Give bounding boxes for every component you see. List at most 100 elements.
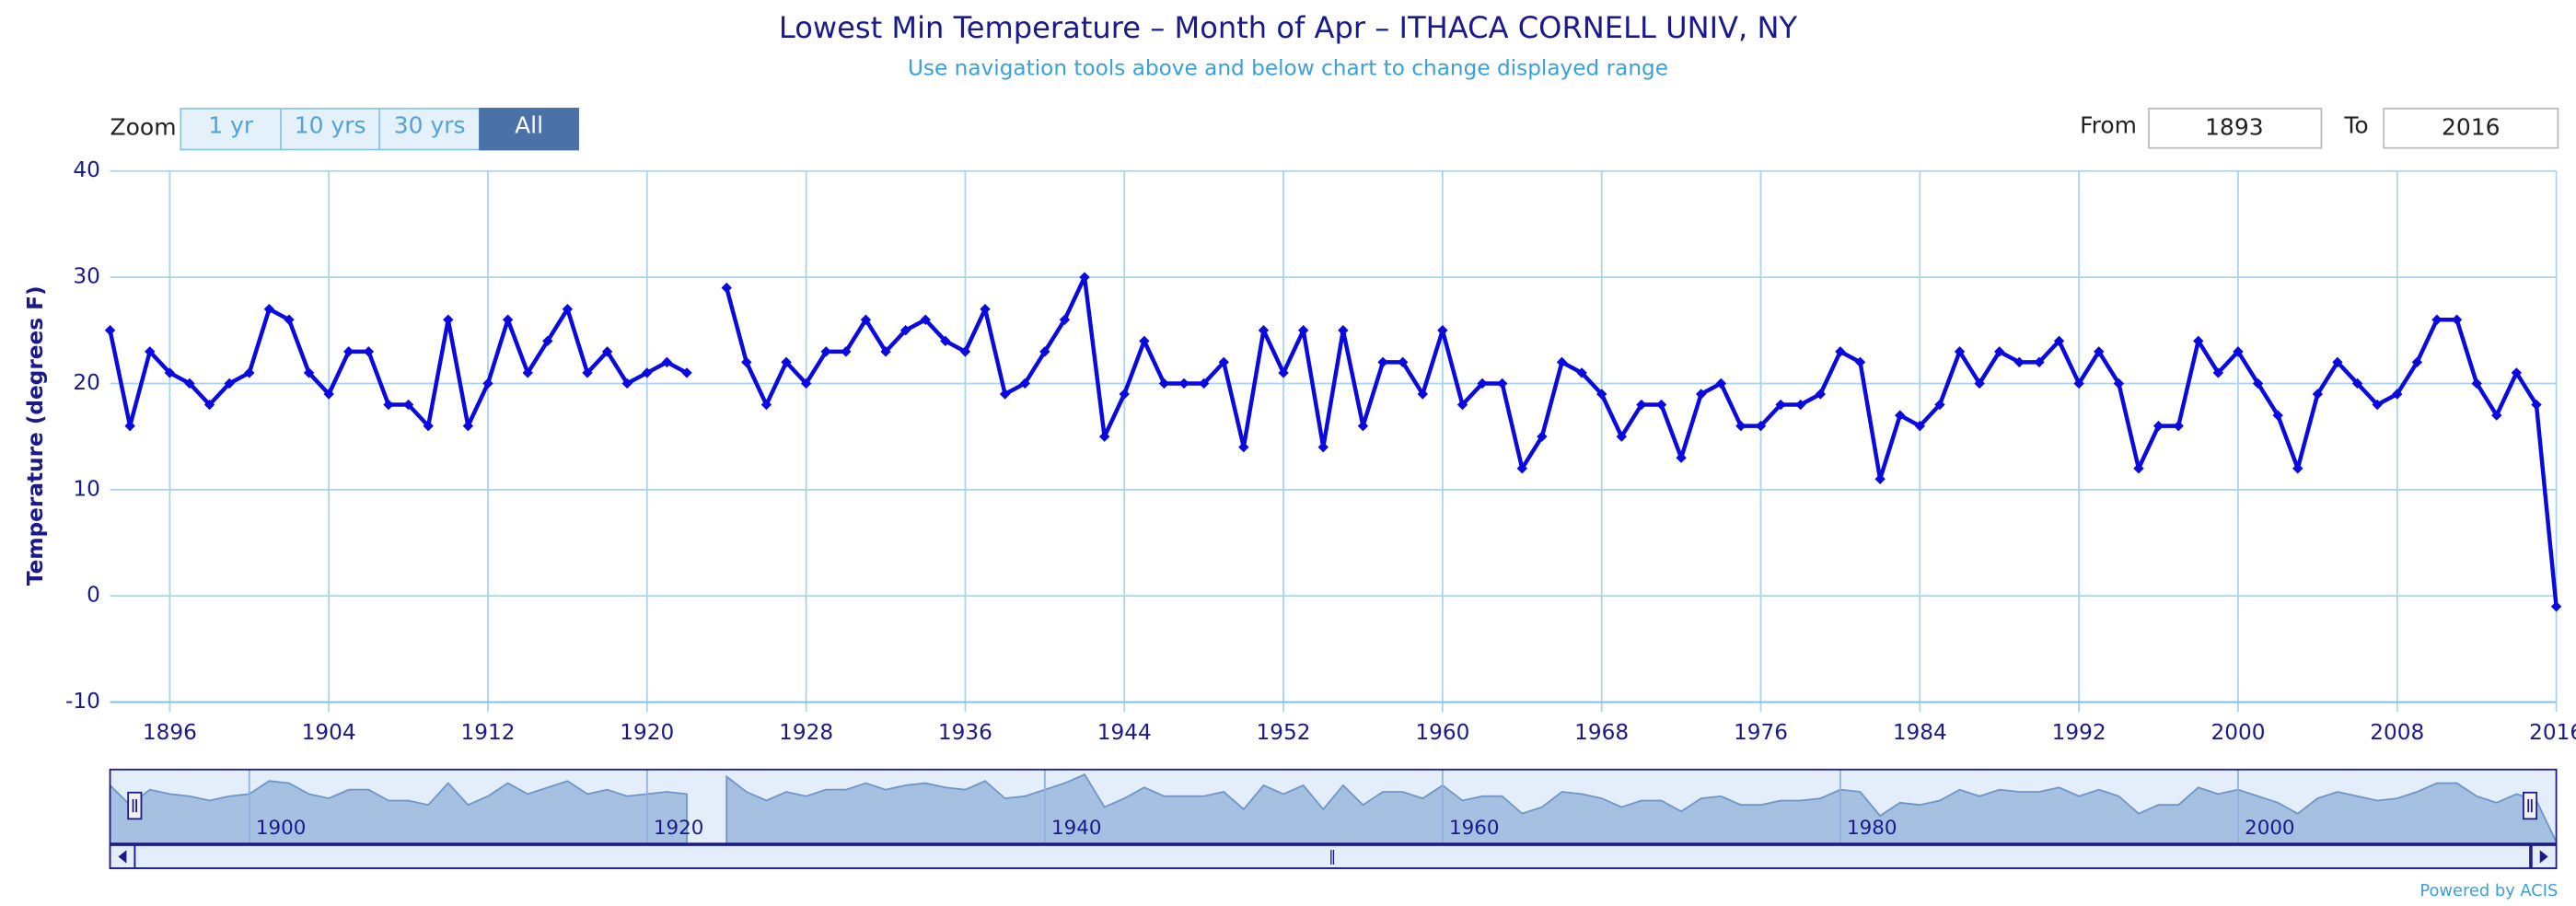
from-value: 1893	[2205, 113, 2264, 140]
data-point	[2034, 356, 2045, 368]
x-tick-label: 2008	[2370, 720, 2424, 745]
navigator-tick-label: 1960	[1449, 817, 1499, 840]
chart-subtitle: Use navigation tools above and below cha…	[908, 55, 1668, 80]
data-point	[1835, 346, 1846, 357]
chart-title: Lowest Min Temperature – Month of Apr – …	[779, 10, 1798, 45]
data-point	[104, 325, 116, 336]
data-line	[108, 274, 2559, 607]
data-point	[2272, 410, 2283, 421]
x-tick-label: 1952	[1257, 720, 1311, 745]
data-point	[1516, 463, 1527, 474]
data-point	[1616, 431, 1628, 442]
data-point	[1795, 399, 1806, 411]
data-point	[1039, 346, 1050, 357]
data-point	[1755, 420, 1767, 432]
scrollbar-thumb[interactable]	[133, 844, 2531, 869]
credit: Powered by ACIS	[2419, 881, 2558, 900]
x-tick-label: 1928	[779, 720, 833, 745]
data-point	[1297, 325, 1309, 336]
scroll-left[interactable]	[109, 844, 136, 869]
data-point	[2332, 356, 2343, 368]
zoom-button-label: 10 yrs	[295, 112, 366, 139]
navigator-handle[interactable]	[2523, 791, 2538, 820]
data-point	[1198, 378, 1210, 389]
data-point	[1417, 389, 1428, 400]
data-point	[323, 389, 334, 400]
data-point	[1338, 325, 1349, 336]
data-point	[1178, 378, 1189, 389]
data-point	[443, 314, 454, 325]
data-point	[462, 420, 474, 432]
data-point	[383, 399, 394, 411]
x-tick-label: 1920	[620, 720, 674, 745]
data-point	[1496, 378, 1508, 389]
x-tick-label: 2000	[2210, 720, 2265, 745]
data-point	[781, 356, 792, 368]
data-point	[1556, 356, 1568, 368]
zoom-button[interactable]	[378, 107, 481, 151]
from-input[interactable]	[2148, 107, 2323, 149]
from-label: From	[2080, 112, 2137, 139]
data-point	[562, 303, 574, 315]
navigator-area	[109, 780, 688, 845]
x-tick-label: 1992	[2052, 720, 2106, 745]
data-point	[980, 303, 991, 315]
to-input[interactable]	[2383, 107, 2559, 149]
data-point	[2233, 346, 2244, 357]
to-label: To	[2343, 112, 2368, 139]
data-point	[1854, 356, 1866, 368]
x-tick-label: 1976	[1734, 720, 1788, 745]
data-point	[402, 399, 414, 411]
zoom-label: Zoom	[110, 113, 177, 140]
data-point	[423, 420, 434, 432]
data-point	[1636, 399, 1647, 411]
y-tick-label: 10	[73, 476, 100, 501]
data-point	[502, 314, 514, 325]
data-point	[244, 367, 255, 378]
x-tick-label: 1904	[302, 720, 356, 745]
data-point	[363, 346, 375, 357]
navigator-area	[725, 773, 2558, 845]
data-point	[1238, 441, 1249, 453]
data-point	[1158, 378, 1170, 389]
y-tick-label: 40	[73, 157, 100, 182]
data-point	[2073, 378, 2084, 389]
data-point	[2550, 601, 2562, 612]
data-point	[841, 346, 852, 357]
zoom-button-label: All	[515, 112, 543, 139]
data-point	[2471, 378, 2482, 389]
data-point	[124, 420, 135, 432]
zoom-button[interactable]	[180, 107, 283, 151]
data-point	[1994, 346, 2005, 357]
data-point	[1218, 356, 1229, 368]
scrollbar-grip: ‖	[1329, 847, 1336, 865]
data-point	[2511, 367, 2523, 378]
data-point	[940, 335, 951, 347]
data-point	[1576, 367, 1587, 378]
data-point	[1098, 431, 1110, 442]
data-point	[681, 367, 692, 378]
data-point	[2372, 399, 2383, 411]
data-point	[1377, 356, 1388, 368]
data-point	[164, 367, 176, 378]
data-point	[721, 282, 732, 294]
navigator-tick-label: 1940	[1051, 817, 1101, 840]
data-point	[1934, 399, 1945, 411]
data-point	[1775, 399, 1786, 411]
zoom-button[interactable]	[479, 107, 580, 151]
data-point	[1258, 325, 1270, 336]
data-point	[2411, 356, 2423, 368]
navigator-handle[interactable]	[127, 791, 143, 820]
data-point	[2053, 335, 2065, 347]
navigator-tick-label: 1920	[654, 817, 703, 840]
data-point	[2094, 346, 2105, 357]
data-point	[1139, 335, 1150, 347]
data-point	[820, 346, 831, 357]
navigator-outline	[109, 768, 2558, 845]
data-point	[1079, 272, 1090, 283]
x-tick-label: 1944	[1097, 720, 1152, 745]
data-point	[2491, 410, 2502, 421]
data-point	[582, 367, 593, 378]
data-point	[661, 356, 673, 368]
